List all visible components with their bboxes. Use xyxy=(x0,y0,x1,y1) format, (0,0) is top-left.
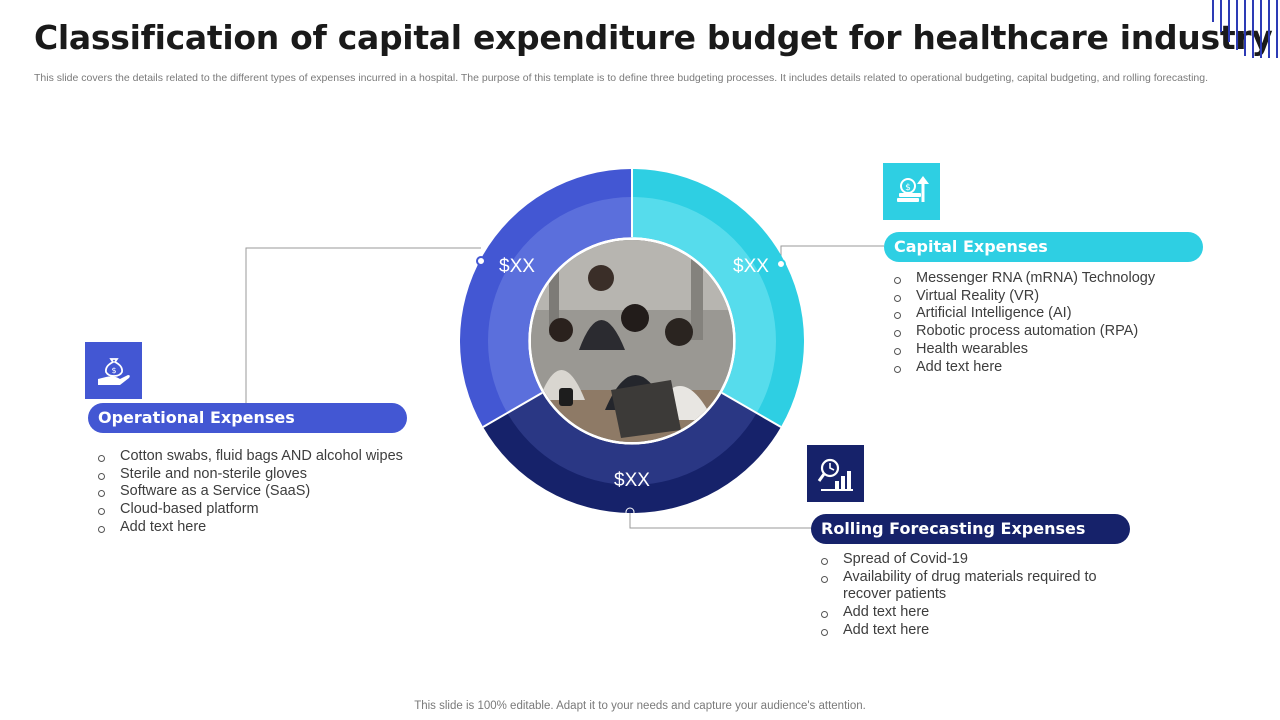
capital-expenses-list: Messenger RNA (mRNA) Technology Virtual R… xyxy=(893,270,1193,376)
list-item: Messenger RNA (mRNA) Technology xyxy=(893,270,1193,288)
list-item: Cotton swabs, fluid bags AND alcohol wip… xyxy=(97,448,417,466)
page-subtitle: This slide covers the details related to… xyxy=(34,72,1209,84)
operational-expenses-list: Cotton swabs, fluid bags AND alcohol wip… xyxy=(97,448,417,537)
list-item: Artificial Intelligence (AI) xyxy=(893,305,1193,323)
operational-expenses-heading: Operational Expenses xyxy=(88,403,407,433)
capital-anchor-dot xyxy=(776,259,786,269)
rolling-anchor-dot xyxy=(625,507,635,513)
money-growth-arrow-icon: $ xyxy=(883,163,940,220)
svg-text:$: $ xyxy=(111,366,116,375)
list-item: Add text here xyxy=(820,604,1110,622)
list-item: Add text here xyxy=(893,359,1193,377)
svg-text:$: $ xyxy=(905,183,911,193)
decorative-stripes xyxy=(1210,0,1280,58)
hand-money-bag-icon: $ xyxy=(85,342,142,399)
team-photo xyxy=(531,240,733,442)
list-item: Virtual Reality (VR) xyxy=(893,288,1193,306)
list-item: Spread of Covid-19 xyxy=(820,551,1110,569)
rolling-inner-band xyxy=(507,392,757,486)
list-item: Add text here xyxy=(820,622,1110,640)
list-item: Software as a Service (SaaS) xyxy=(97,483,417,501)
operational-inner-band xyxy=(487,197,632,413)
list-item: Availability of drug materials required … xyxy=(820,569,1110,604)
list-item: Robotic process automation (RPA) xyxy=(893,323,1193,341)
footer-note: This slide is 100% editable. Adapt it to… xyxy=(414,700,866,712)
operational-value: $XX xyxy=(499,256,535,277)
rolling-forecasting-list: Spread of Covid-19 Availability of drug m… xyxy=(820,551,1110,640)
capital-value: $XX xyxy=(733,256,769,277)
list-item: Sterile and non-sterile gloves xyxy=(97,466,417,484)
list-item: Health wearables xyxy=(893,341,1193,359)
list-item: Cloud-based platform xyxy=(97,501,417,519)
capital-inner-band xyxy=(632,197,777,413)
page-title: Classification of capital expenditure bu… xyxy=(34,18,1273,57)
rolling-forecasting-heading: Rolling Forecasting Expenses xyxy=(811,514,1130,544)
operational-anchor-dot xyxy=(476,256,486,266)
list-item: Add text here xyxy=(97,519,417,537)
chart-magnifier-icon xyxy=(807,445,864,502)
capital-expenses-heading: Capital Expenses xyxy=(884,232,1203,262)
donut-diagram xyxy=(460,169,804,513)
rolling-value: $XX xyxy=(614,470,650,491)
